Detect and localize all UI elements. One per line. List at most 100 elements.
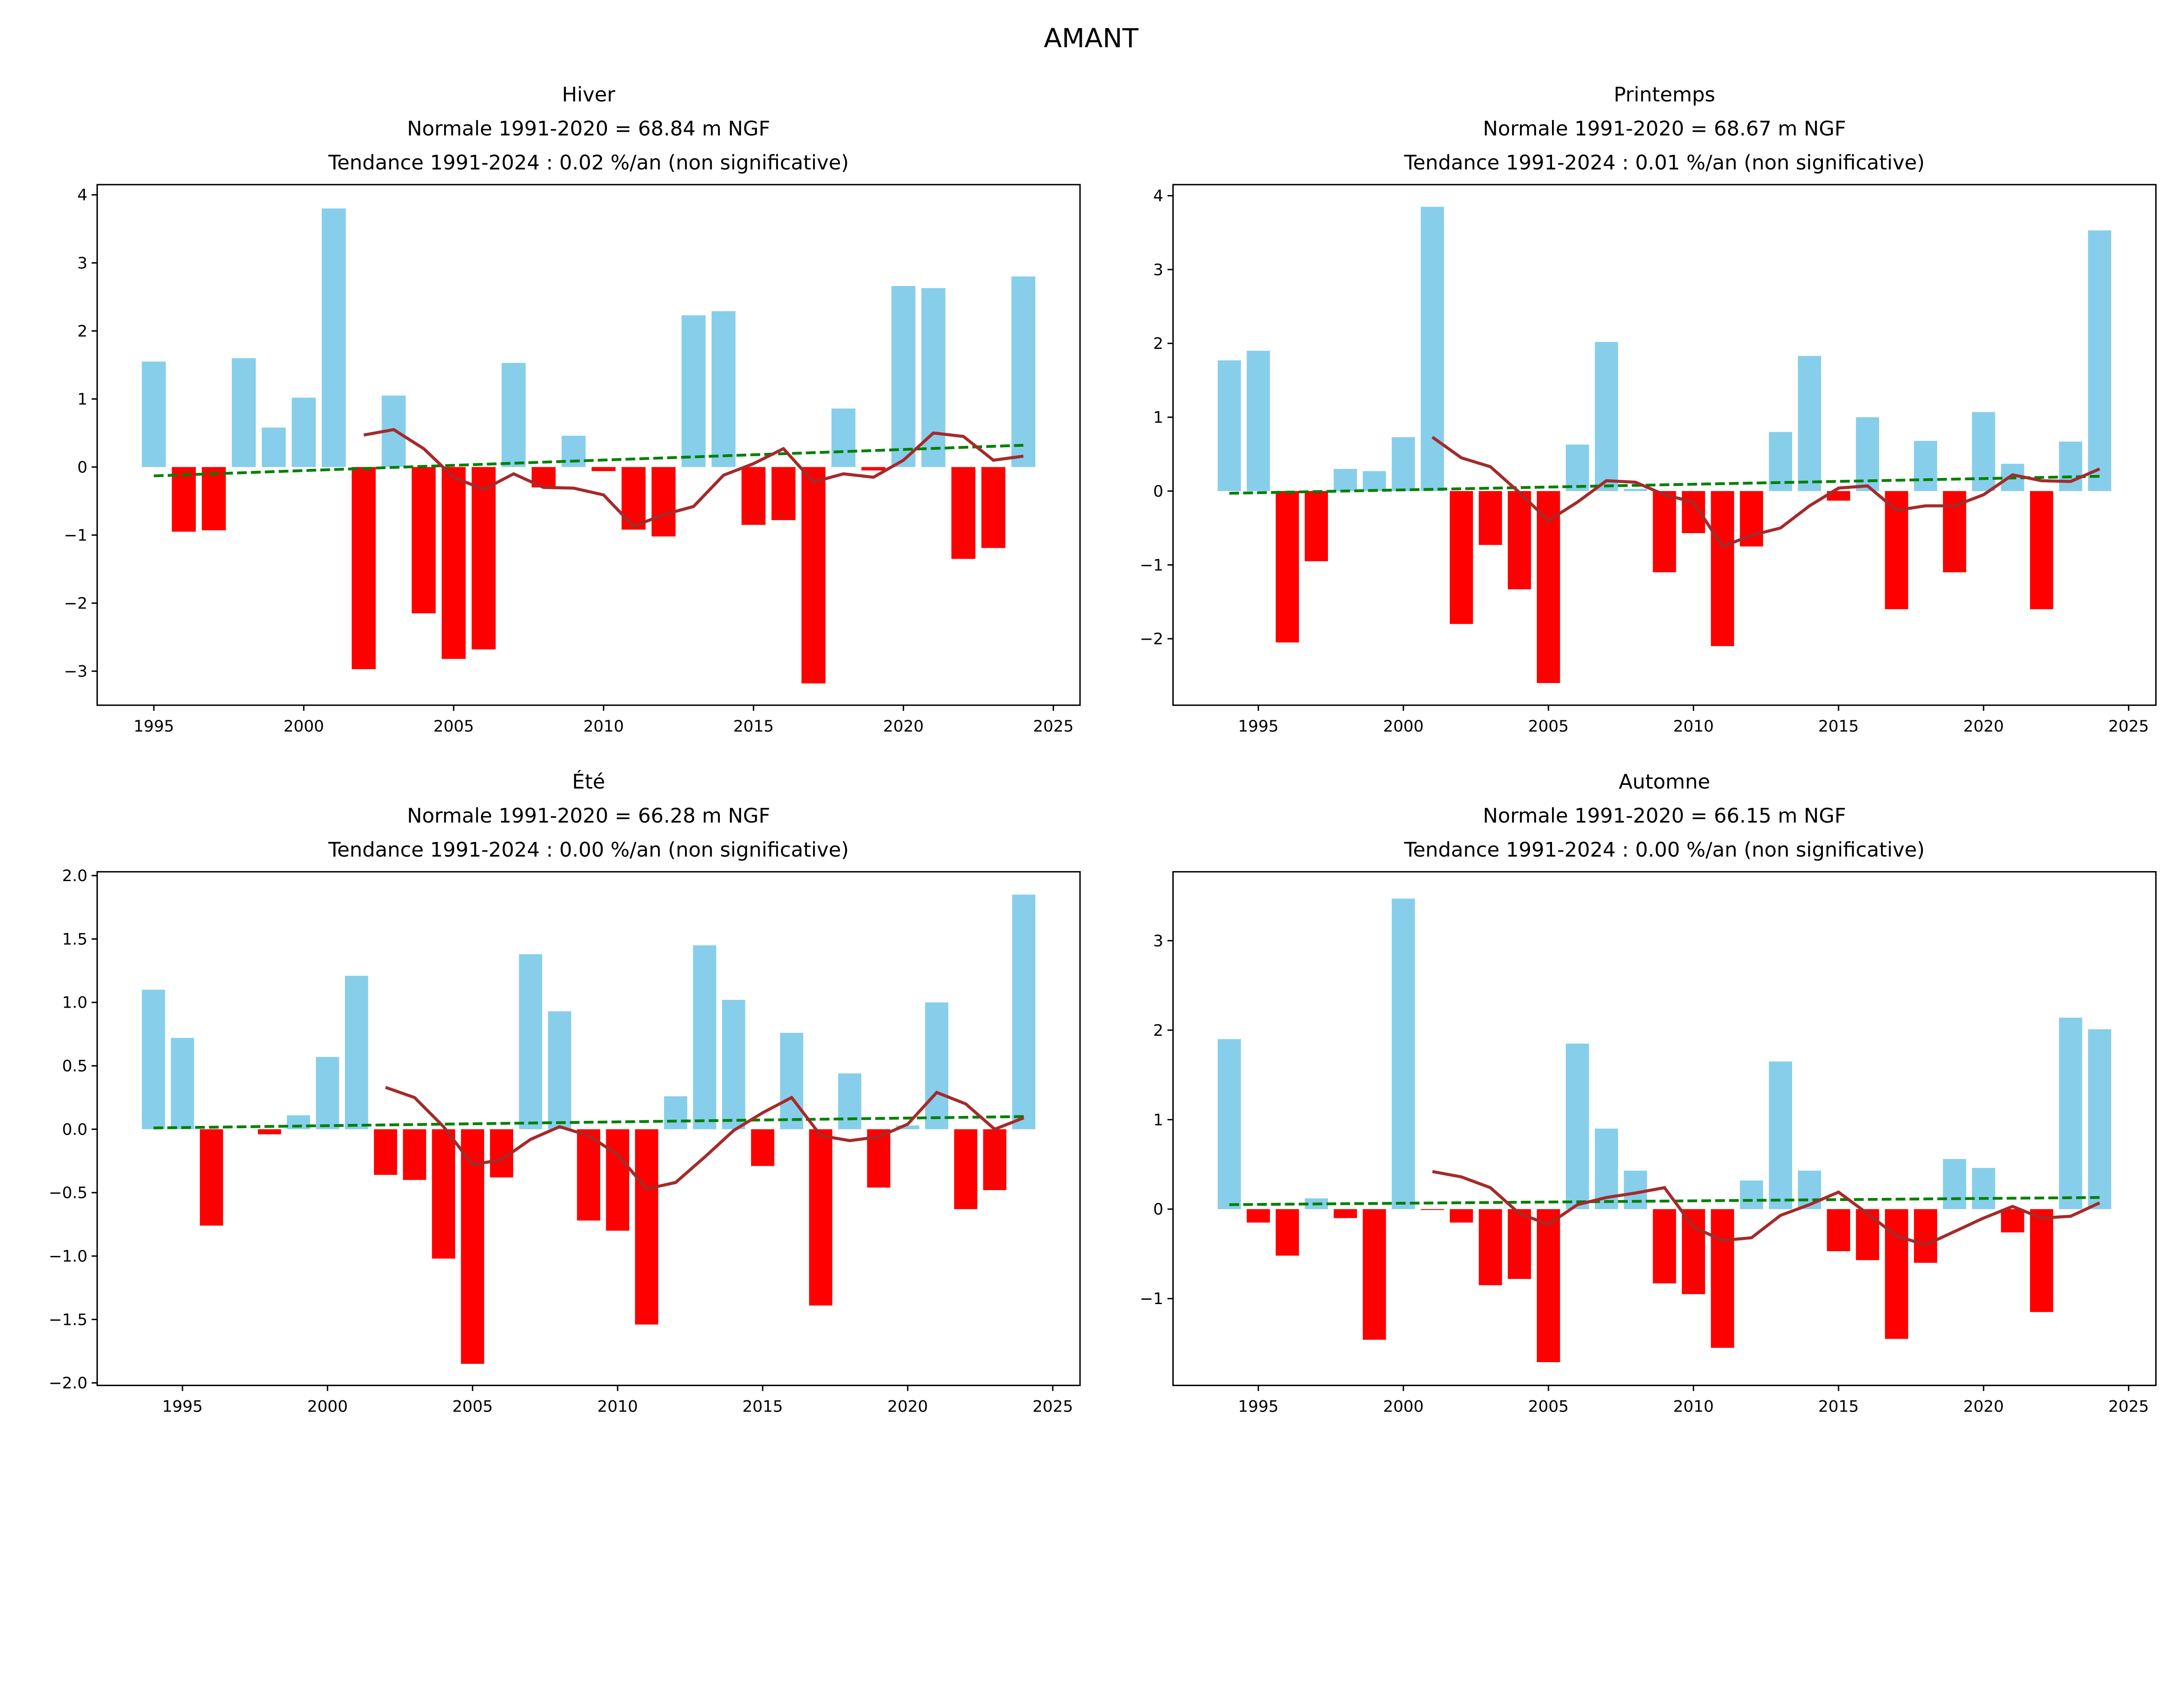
bar-2024 [1011,276,1035,467]
x-tick-label: 1995 [1238,1397,1279,1416]
x-tick-label: 2010 [1673,1397,1714,1416]
subplot-title-line: Hiver [562,83,616,106]
x-tick-label: 2015 [742,1397,783,1416]
x-tick-label: 1995 [162,1397,203,1416]
y-tick-label: −2 [1140,630,1163,648]
x-tick-label: 2020 [1963,1397,2004,1416]
bar-2020 [896,1125,920,1129]
x-tick-label: 2025 [1032,1397,1073,1416]
bar-2023 [983,1129,1006,1191]
bar-2007 [519,954,543,1129]
bar-2024 [2088,1029,2112,1209]
y-tick-label: 1 [1153,1110,1163,1129]
bar-2015 [1827,1209,1850,1251]
y-tick-label: 4 [77,185,87,204]
x-tick-label: 1995 [1238,717,1279,735]
bar-2016 [780,1033,804,1129]
bar-2014 [711,311,736,467]
y-tick-label: 0 [1153,482,1163,501]
bar-2018 [1914,1209,1937,1263]
bar-2004 [411,467,436,614]
bar-2010 [1682,1209,1705,1295]
bar-2015 [751,1129,774,1166]
subplot-title-line: Normale 1991-2020 = 66.15 m NGF [1483,804,1846,827]
bar-2019 [1943,1159,1966,1209]
bar-1996 [200,1129,223,1226]
x-tick-label: 2005 [1528,717,1569,735]
x-tick-label: 2010 [1673,717,1714,735]
trend-line [153,444,1024,478]
bar-2009 [1653,491,1676,573]
bar-2012 [651,467,676,537]
bar-2005 [442,467,466,659]
subplot-title-line: Automne [1619,770,1710,793]
bar-2004 [1508,491,1531,589]
x-tick-label: 2025 [2108,717,2149,735]
bar-1996 [1275,1209,1299,1256]
bar-1995 [171,1038,194,1129]
bar-2022 [2030,491,2053,609]
x-tick-label: 2000 [307,1397,348,1416]
subplot-title-line: Normale 1991-2020 = 66.28 m NGF [407,804,770,827]
y-tick-label: 2 [77,322,87,340]
x-tick-label: 2010 [583,717,624,735]
bar-2023 [2059,441,2082,491]
bar-2015 [741,467,766,525]
bar-2011 [635,1129,658,1325]
y-tick-label: 3 [1153,931,1163,950]
bar-2023 [981,467,1005,548]
axes-frame [96,184,1081,706]
bar-2018 [838,1073,862,1129]
bar-2024 [1012,895,1035,1129]
bar-1995 [142,361,166,467]
y-tick-label: 0 [77,458,87,476]
bar-1994 [1217,360,1241,491]
y-tick-label: −1.0 [49,1247,87,1266]
subplot-title-line: Tendance 1991-2024 : 0.02 %/an (non sign… [328,151,849,174]
x-tick-label: 2015 [1818,717,1859,735]
bar-2007 [501,363,526,467]
subplot-3: Automne Normale 1991-2020 = 66.15 m NGF Te… [1140,770,2157,1416]
subplot-title-line: Été [572,770,605,793]
x-tick-label: 2010 [597,1397,638,1416]
bar-2020 [1972,1168,1995,1209]
moving-average-line [1432,1170,2100,1247]
subplot-title-line: Printemps [1614,83,1715,106]
bar-2018 [1914,441,1937,491]
bar-1996 [1275,491,1299,643]
bar-2016 [1856,1209,1879,1260]
bar-2014 [1798,356,1821,491]
y-tick-label: −0.5 [49,1184,87,1202]
bar-2011 [1711,491,1734,646]
x-tick-label: 2000 [283,717,324,735]
y-tick-label: −1.5 [49,1310,87,1329]
bar-2019 [861,467,885,471]
bar-2022 [954,1129,978,1209]
bar-2020 [891,286,916,467]
subplot-title-line: Tendance 1991-2024 : 0.00 %/an (non sign… [1404,838,1925,861]
subplot-title-line: Tendance 1991-2024 : 0.01 %/an (non sign… [1404,151,1925,174]
y-tick-label: 2 [1153,1021,1163,1040]
bar-2009 [577,1129,600,1221]
bar-2006 [1565,444,1589,491]
bar-1995 [1246,1209,1270,1223]
x-tick-label: 2005 [1528,1397,1569,1416]
bar-2001 [322,208,346,467]
bar-2013 [1769,1061,1792,1209]
y-tick-label: −1 [64,526,87,544]
y-tick-label: 4 [1153,186,1163,205]
x-tick-label: 2000 [1383,1397,1424,1416]
bar-2000 [1392,898,1415,1209]
bar-2008 [1624,1171,1647,1209]
axes-frame [1172,184,2157,706]
bar-2013 [693,945,716,1129]
bar-2002 [1450,1209,1473,1223]
subplot-0: Hiver Normale 1991-2020 = 68.84 m NGF Tend… [64,83,1081,735]
y-tick-label: −3 [64,662,87,680]
y-tick-label: 0.0 [62,1120,88,1139]
trend-line [153,1115,1024,1129]
bar-2015 [1827,491,1850,501]
figure: AMANT Hiver Normale 1991-2020 = 68.84 m N… [49,23,2157,1416]
moving-average-line [385,1086,1025,1191]
bar-1998 [231,358,256,467]
